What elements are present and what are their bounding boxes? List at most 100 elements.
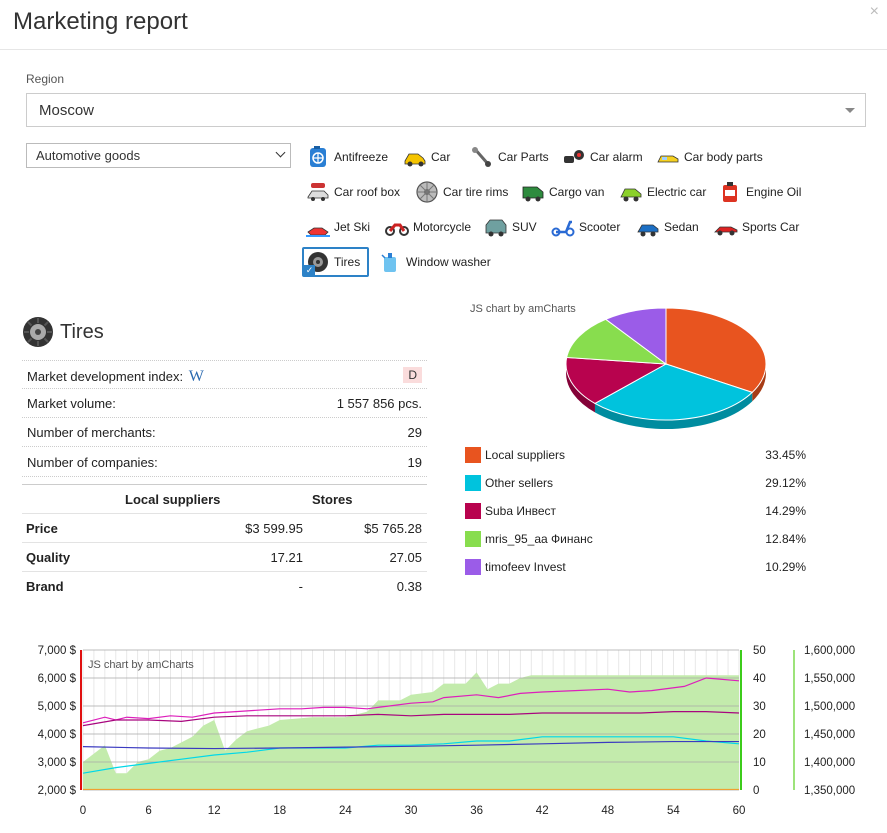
cell-local: -: [298, 579, 303, 594]
suv-icon: [485, 219, 507, 237]
vehicle-item-window-washer[interactable]: Window washer: [378, 248, 491, 276]
stat-value: 29: [407, 425, 422, 440]
vehicle-item-label: Car tire rims: [443, 185, 509, 199]
vehicle-item-engine-oil[interactable]: Engine Oil: [718, 178, 801, 206]
pie-slice: [604, 307, 667, 365]
y-right-tick-label: 1,550,000: [804, 673, 855, 685]
legend-item[interactable]: Suba Инвест 14.29%: [465, 502, 810, 522]
legend-label: Suba Инвест: [485, 504, 557, 518]
car-roof-box-icon: [307, 183, 329, 201]
row-label: Brand: [26, 579, 64, 594]
vehicle-item-antifreeze[interactable]: Antifreeze: [306, 143, 388, 171]
x-tick-label: 54: [667, 805, 680, 817]
legend-percent: 12.84%: [765, 532, 806, 546]
pie-slice: [566, 318, 668, 365]
vehicle-item-label: Car alarm: [590, 150, 643, 164]
vehicle-item-label: Sedan: [664, 220, 699, 234]
column-header: Local suppliers: [125, 492, 221, 507]
stat-label: Market volume:: [27, 396, 116, 411]
legend-percent: 10.29%: [765, 560, 806, 574]
legend-item[interactable]: Other sellers 29.12%: [465, 474, 810, 494]
legend-item[interactable]: Local suppliers 33.45%: [465, 446, 810, 466]
cargo-van-icon: [522, 186, 544, 202]
line-series: [82, 677, 740, 724]
vehicle-item-suv[interactable]: SUV: [484, 213, 537, 241]
legend-swatch: [465, 503, 481, 519]
stat-label: Number of companies:: [27, 455, 158, 470]
vehicle-item-electric-car[interactable]: Electric car: [619, 178, 706, 206]
region-value: Moscow: [39, 102, 95, 119]
vehicle-item-label: Car body parts: [684, 150, 763, 164]
electric-car-icon: [620, 188, 642, 202]
vehicle-item-car-alarm[interactable]: Car alarm: [562, 143, 643, 171]
vehicle-item-label: Antifreeze: [334, 150, 389, 164]
line-series: [82, 736, 740, 774]
antifreeze-icon: [310, 146, 326, 167]
vehicle-item-motorcycle[interactable]: Motorcycle: [385, 213, 471, 241]
x-tick-label: 30: [405, 805, 418, 817]
y-left-tick-label: 3,000 $: [38, 757, 77, 769]
x-tick-label: 42: [536, 805, 549, 817]
row-label: Price: [26, 521, 58, 536]
vehicle-item-cargo-van[interactable]: Cargo van: [521, 178, 604, 206]
y-right-tick-label: 1,350,000: [804, 785, 855, 797]
vehicle-item-car-parts[interactable]: Car Parts: [470, 143, 549, 171]
vehicle-item-car-roof-box[interactable]: Car roof box: [306, 178, 400, 206]
vehicle-item-car[interactable]: Car: [403, 143, 450, 171]
vehicle-item-scooter[interactable]: Scooter: [551, 213, 620, 241]
vehicle-item-label: Car roof box: [334, 185, 401, 199]
legend-item[interactable]: timofeev Invest 10.29%: [465, 558, 810, 578]
legend-item[interactable]: mris_95_aa Финанс 12.84%: [465, 530, 810, 550]
motorcycle-icon: [385, 223, 409, 236]
y-mid-tick-label: 40: [753, 673, 766, 685]
vehicle-item-label: Scooter: [579, 220, 621, 234]
pie-chart: [565, 307, 767, 429]
x-tick-label: 0: [80, 805, 86, 817]
pie-slice: [593, 363, 754, 421]
vehicle-item-car-tire-rims[interactable]: Car tire rims: [415, 178, 508, 206]
region-label: Region: [26, 72, 65, 86]
legend-percent: 14.29%: [765, 504, 806, 518]
y-mid-tick-label: 10: [753, 757, 766, 769]
x-tick-label: 12: [208, 805, 221, 817]
y-left-tick-label: 7,000 $: [38, 645, 77, 657]
vehicle-item-jet-ski[interactable]: Jet Ski: [306, 213, 370, 241]
chart-watermark[interactable]: JS chart by amCharts: [88, 659, 194, 671]
stat-value: 1 557 856 pcs.: [336, 396, 422, 411]
category-select[interactable]: Automotive goods: [26, 143, 291, 168]
legend-label: Other sellers: [485, 476, 554, 490]
pie-slice-side: [594, 392, 753, 429]
region-select[interactable]: Moscow: [26, 93, 866, 127]
y-left-tick-label: 6,000 $: [38, 673, 77, 685]
stat-label-text: Market development index:: [27, 369, 184, 384]
y-mid-tick-label: 50: [753, 645, 766, 657]
chevron-down-icon: [845, 108, 855, 113]
legend-label: mris_95_aa Финанс: [485, 532, 593, 546]
vehicle-item-label: Electric car: [647, 185, 707, 199]
pie-slice-side: [566, 364, 595, 413]
vehicle-item-label: Engine Oil: [746, 185, 802, 199]
stat-row: Market development index: W D: [22, 360, 427, 389]
stat-label: Market development index: W: [27, 368, 204, 386]
vehicle-item-sports-car[interactable]: Sports Car: [714, 213, 799, 241]
vehicle-item-car-body-parts[interactable]: Car body parts: [656, 143, 763, 171]
wikipedia-icon[interactable]: W: [188, 368, 204, 385]
cell-local: $3 599.95: [245, 521, 303, 536]
engine-oil-icon: [723, 182, 737, 202]
chart-watermark[interactable]: JS chart by amCharts: [470, 303, 576, 315]
vehicle-item-sedan[interactable]: Sedan: [636, 213, 699, 241]
scooter-icon: [551, 220, 575, 237]
close-icon[interactable]: ×: [869, 3, 879, 20]
car-parts-icon: [472, 147, 491, 167]
row-label: Quality: [26, 550, 71, 565]
table-row: Quality 17.21 27.05: [22, 543, 427, 572]
y-right-tick-label: 1,500,000: [804, 701, 855, 713]
vehicle-item-label: SUV: [512, 220, 537, 234]
legend-label: Local suppliers: [485, 448, 566, 462]
stat-label: Number of merchants:: [27, 425, 156, 440]
vehicle-item-tires[interactable]: Tires ✓: [302, 247, 369, 277]
legend-percent: 33.45%: [765, 448, 806, 462]
stat-row: Market volume: 1 557 856 pcs.: [22, 389, 427, 418]
vehicle-item-label: Tires: [334, 255, 361, 269]
stat-value: 19: [407, 455, 422, 470]
